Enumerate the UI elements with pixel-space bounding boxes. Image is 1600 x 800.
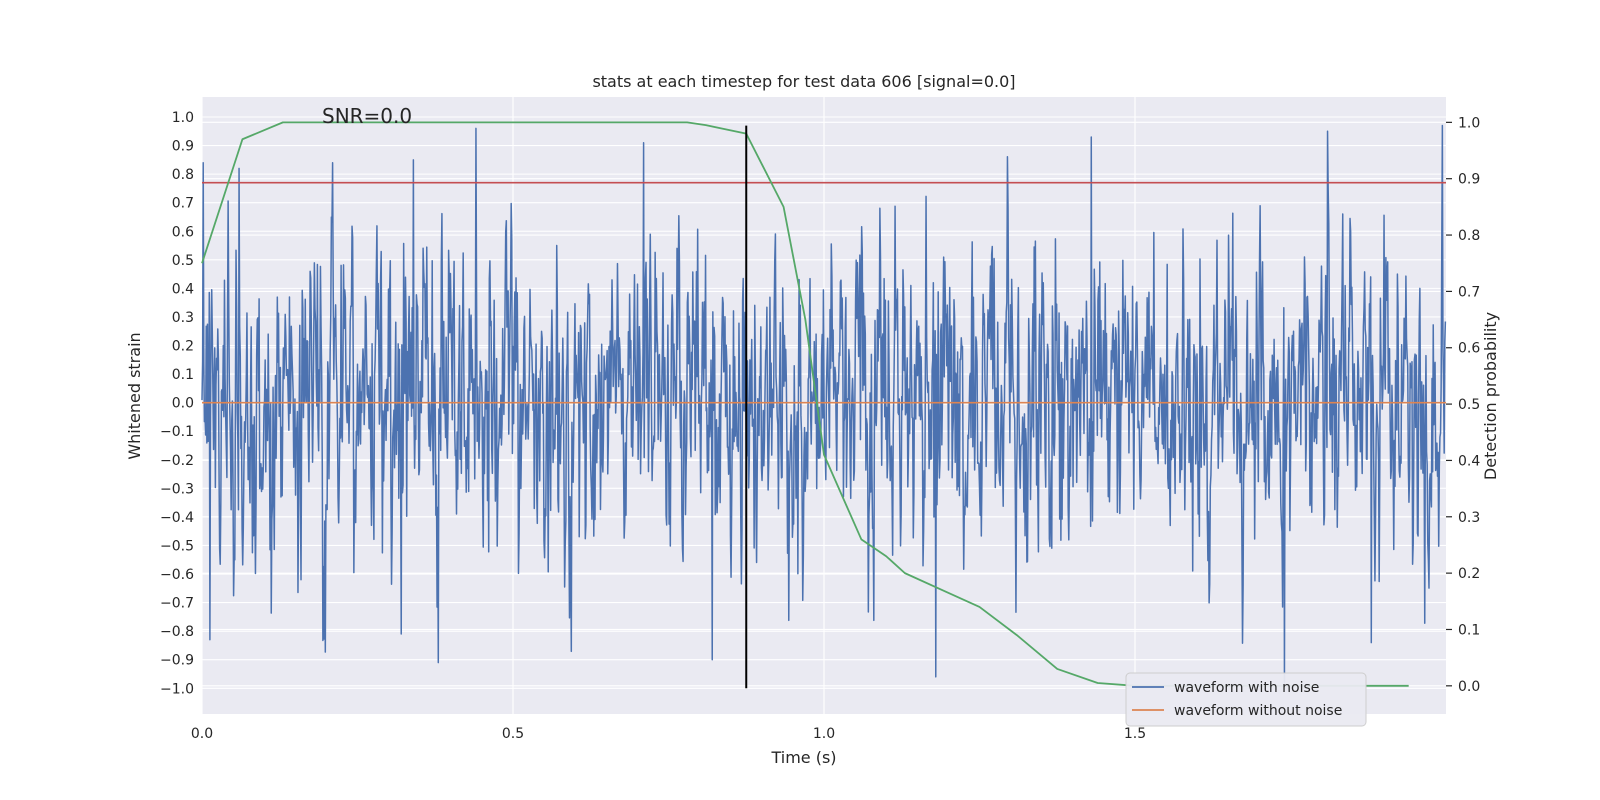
y-tick-label: 0.3 (172, 310, 194, 326)
series-detection-probability (201, 121, 1409, 687)
y2-tick-label: 0.2 (1458, 566, 1480, 582)
y-tick-label: 0.4 (172, 281, 194, 297)
y-tick-label: −0.1 (160, 424, 194, 440)
chart-title: stats at each timestep for test data 606… (592, 72, 1015, 91)
series-waveform-with-noise (201, 124, 1447, 684)
y2-tick-label: 0.1 (1458, 622, 1480, 638)
y-tick-label: −0.9 (160, 653, 194, 669)
legend: waveform with noise waveform without nois… (1125, 672, 1367, 727)
y2-tick-label: 0.5 (1458, 397, 1480, 413)
y2-tick-label: 0.6 (1458, 341, 1480, 357)
legend-label: waveform with noise (1174, 680, 1319, 696)
y2-tick-label: 0.7 (1458, 284, 1480, 300)
y-tick-label: 0.8 (172, 167, 194, 183)
y2-tick-label: 0.0 (1458, 679, 1480, 695)
plot-area (201, 97, 1447, 714)
x-tick-label: 1.0 (813, 726, 835, 742)
y-tick-label: 1.0 (172, 110, 194, 126)
y-axis-label: Whitened strain (125, 332, 144, 459)
y2-tick-label: 0.3 (1458, 510, 1480, 526)
x-tick-label: 1.5 (1124, 726, 1146, 742)
y-tick-label: −0.8 (160, 624, 194, 640)
y-tick-label: −0.6 (160, 567, 194, 583)
x-tick-label: 0.5 (502, 726, 524, 742)
y-tick-label: −0.2 (160, 453, 194, 469)
y2-axis-label: Detection probability (1481, 312, 1500, 480)
y2-tick-label: 0.4 (1458, 453, 1480, 469)
y2-tick-label: 0.8 (1458, 228, 1480, 244)
y2-tick-label: 0.9 (1458, 172, 1480, 188)
y-tick-label: −0.7 (160, 596, 194, 612)
y-tick-label: 0.6 (172, 224, 194, 240)
y-tick-label: 0.5 (172, 253, 194, 269)
y-tick-label: 0.0 (172, 396, 194, 412)
y-tick-label: −0.4 (160, 510, 194, 526)
y2-tick-label: 1.0 (1458, 115, 1480, 131)
y-tick-label: 0.7 (172, 196, 194, 212)
snr-annotation: SNR=0.0 (322, 104, 412, 128)
y-tick-label: −1.0 (160, 681, 194, 697)
y-tick-label: 0.2 (172, 339, 194, 355)
legend-label: waveform without noise (1174, 703, 1342, 719)
legend-box (1125, 672, 1367, 727)
x-axis-label: Time (s) (770, 748, 836, 767)
y-tick-label: 0.9 (172, 139, 194, 155)
y-tick-label: −0.3 (160, 481, 194, 497)
y-tick-label: 0.1 (172, 367, 194, 383)
y-tick-label: −0.5 (160, 538, 194, 554)
x-tick-label: 0.0 (191, 726, 213, 742)
